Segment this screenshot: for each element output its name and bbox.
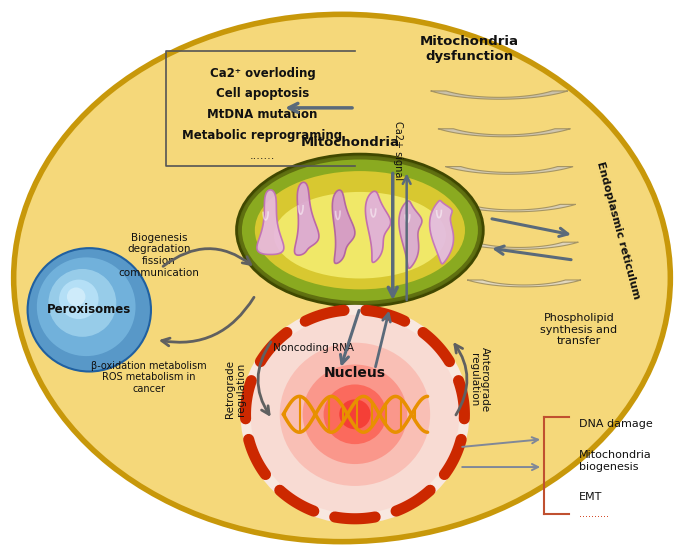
Ellipse shape: [251, 315, 460, 514]
Text: Mitochondria: Mitochondria: [301, 136, 399, 149]
Ellipse shape: [240, 158, 480, 302]
Ellipse shape: [240, 305, 469, 524]
Text: .......: .......: [250, 150, 275, 160]
Ellipse shape: [27, 248, 151, 372]
Polygon shape: [438, 129, 571, 137]
Ellipse shape: [236, 154, 484, 306]
Text: Anterograde
regulation: Anterograde regulation: [469, 347, 490, 412]
Polygon shape: [429, 201, 453, 264]
Polygon shape: [445, 166, 573, 174]
Text: Phospholipid
synthesis and
transfer: Phospholipid synthesis and transfer: [540, 313, 617, 346]
Ellipse shape: [339, 399, 371, 429]
Text: β-oxidation metabolism
ROS metabolism in
cancer: β-oxidation metabolism ROS metabolism in…: [91, 361, 207, 394]
Text: ..........: ..........: [579, 509, 609, 519]
Text: EMT: EMT: [579, 492, 602, 502]
Text: Metabolic reprograming: Metabolic reprograming: [182, 129, 342, 142]
Ellipse shape: [67, 288, 86, 306]
Text: Ca2+ signal: Ca2+ signal: [393, 121, 403, 180]
Text: Noncoding RNA: Noncoding RNA: [273, 343, 353, 353]
Text: Retrograde
regulation: Retrograde regulation: [225, 361, 247, 419]
Ellipse shape: [37, 257, 136, 356]
Text: Biogenesis
degradation
fission
communication: Biogenesis degradation fission communica…: [119, 233, 199, 278]
Polygon shape: [460, 242, 578, 249]
Text: Endoplasmic reticulum: Endoplasmic reticulum: [595, 160, 642, 300]
Text: Mitochondria
biogenesis: Mitochondria biogenesis: [579, 450, 651, 472]
Polygon shape: [295, 182, 319, 255]
Polygon shape: [365, 191, 390, 263]
Polygon shape: [431, 91, 568, 99]
Ellipse shape: [255, 171, 465, 289]
Text: Cell apoptosis: Cell apoptosis: [216, 87, 309, 101]
Polygon shape: [453, 205, 575, 212]
Text: Nucleus: Nucleus: [324, 366, 386, 379]
Ellipse shape: [49, 269, 116, 337]
Ellipse shape: [323, 384, 386, 444]
Polygon shape: [399, 201, 422, 268]
Polygon shape: [257, 190, 284, 254]
Text: MtDNA mutation: MtDNA mutation: [208, 108, 318, 121]
Ellipse shape: [303, 364, 407, 464]
Ellipse shape: [279, 343, 430, 486]
Text: Ca2⁺ overloding: Ca2⁺ overloding: [210, 66, 315, 80]
Ellipse shape: [14, 14, 671, 541]
Polygon shape: [467, 280, 581, 287]
Text: DNA damage: DNA damage: [579, 419, 653, 429]
Text: Peroxisomes: Peroxisomes: [47, 304, 132, 316]
Ellipse shape: [274, 192, 446, 279]
Text: Mitochondria
dysfunction: Mitochondria dysfunction: [420, 35, 519, 63]
Ellipse shape: [59, 280, 99, 319]
Polygon shape: [332, 190, 355, 263]
